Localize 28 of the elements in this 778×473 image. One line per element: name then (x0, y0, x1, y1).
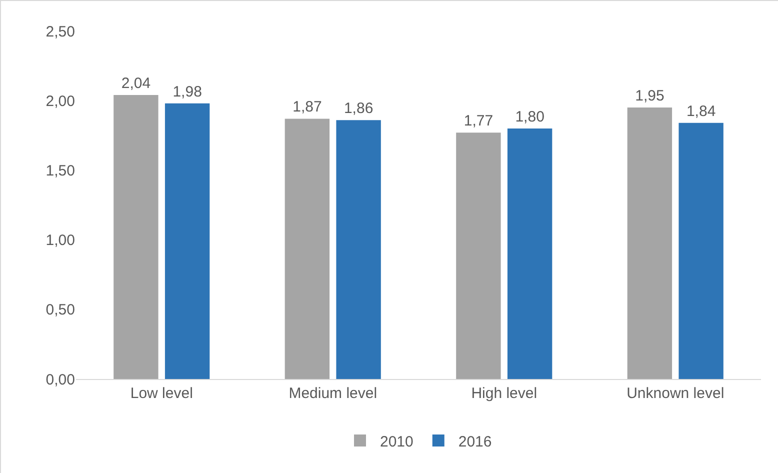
data-label: 1,84 (686, 102, 716, 120)
x-tick-label: Low level (130, 385, 193, 402)
y-tick-label: 2,50 (46, 23, 75, 40)
bar (284, 118, 330, 379)
data-label: 1,80 (515, 108, 544, 126)
y-tick-label: 1,50 (46, 162, 75, 180)
data-label: 1,87 (292, 98, 322, 116)
bar (627, 108, 672, 379)
data-label: 1,86 (344, 100, 374, 118)
bar (336, 120, 381, 379)
y-tick-label: 2,00 (46, 92, 75, 110)
legend-label: 2010 (380, 433, 414, 450)
bar (164, 103, 210, 379)
legend-label: 2016 (458, 433, 492, 450)
bar (456, 132, 501, 379)
x-tick-label: High level (471, 385, 538, 402)
y-tick-label: 0,00 (46, 371, 75, 388)
x-tick-label: Medium level (288, 385, 378, 402)
data-label: 1,98 (172, 83, 202, 100)
data-label: 1,95 (635, 88, 664, 105)
data-label: 1,77 (464, 112, 494, 130)
data-label: 2,04 (121, 75, 151, 92)
y-tick-label: 0,50 (46, 302, 75, 319)
bar (507, 128, 552, 379)
bar (678, 122, 724, 379)
y-tick-label: 1,00 (46, 232, 75, 250)
bar (114, 95, 158, 379)
x-tick-label: Unknown level (626, 385, 724, 402)
